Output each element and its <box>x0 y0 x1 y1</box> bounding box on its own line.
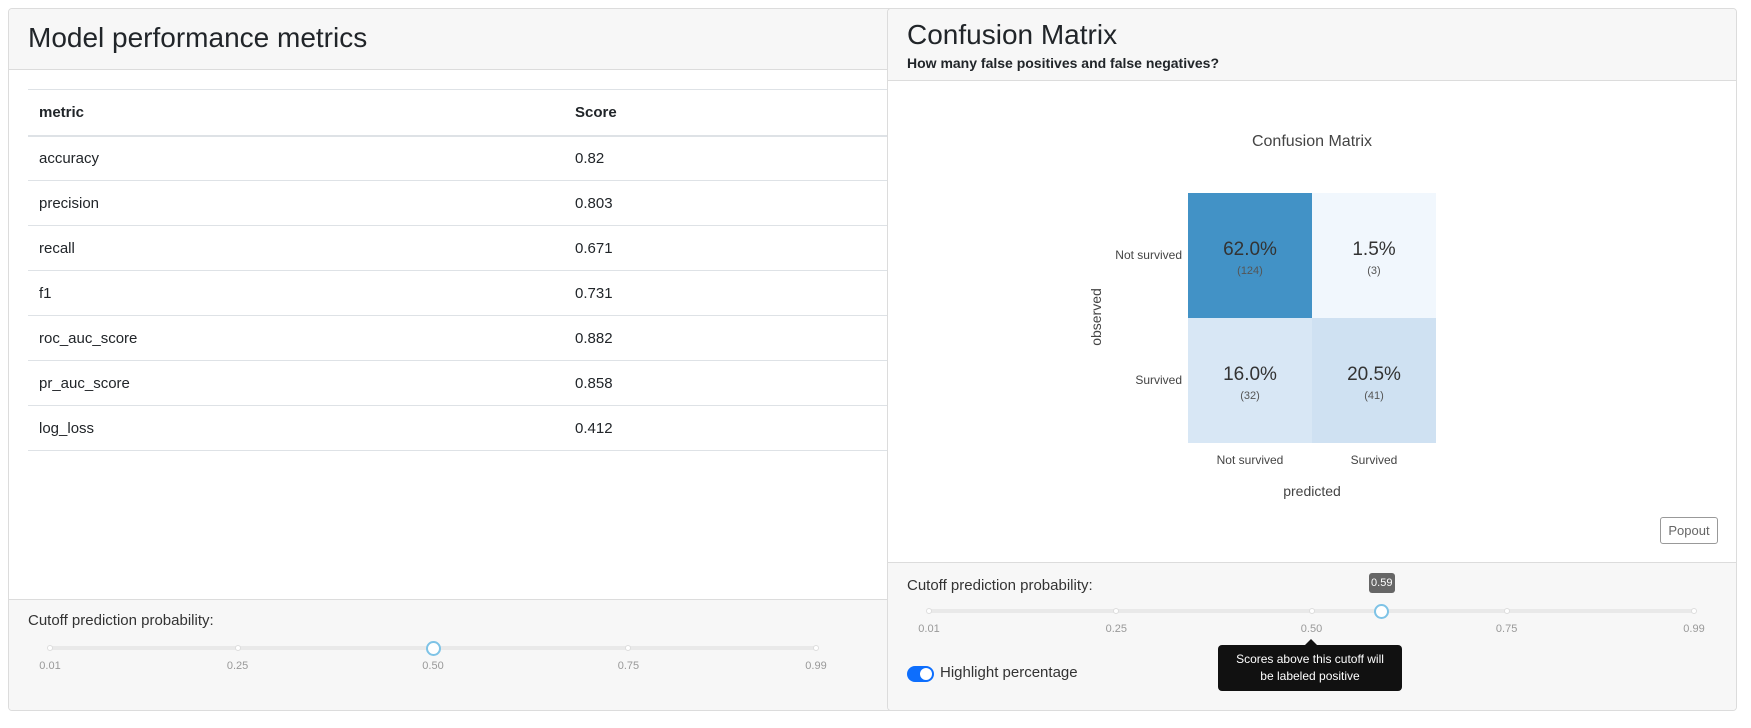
cutoff-slider[interactable]: 0.01 0.25 0.50 0.75 0.99 <box>39 640 827 672</box>
slider-tick <box>926 608 932 614</box>
matrix-cell: 1.5% (3) <box>1312 193 1436 318</box>
metric-cell: pr_auc_score <box>28 360 564 406</box>
cutoff-label: Cutoff prediction probability: <box>907 577 1093 594</box>
slider-value-bubble: 0.59 <box>1368 573 1395 593</box>
metrics-card-header: Model performance metrics <box>9 9 957 70</box>
slider-tick-label: 0.99 <box>1683 623 1705 635</box>
x-tick-label: Survived <box>1350 453 1398 467</box>
metric-cell: accuracy <box>28 135 564 181</box>
cell-count: (32) <box>1240 390 1260 402</box>
cutoff-tooltip: Scores above this cutoff will be labeled… <box>1218 639 1402 691</box>
metric-cell: roc_auc_score <box>28 315 564 361</box>
score-cell: 0.858 <box>564 360 936 406</box>
score-cell: 0.882 <box>564 315 936 361</box>
metrics-card-title: Model performance metrics <box>28 22 368 53</box>
slider-tick-label: 0.25 <box>1105 623 1128 635</box>
slider-tick <box>47 645 53 651</box>
slider-tick <box>1503 608 1510 614</box>
matrix-cell: 20.5% (41) <box>1312 318 1436 443</box>
metric-cell: recall <box>28 225 564 271</box>
confusion-card-subtitle: How many false positives and false negat… <box>907 55 1219 71</box>
score-cell: 0.803 <box>564 180 936 226</box>
slider-handle[interactable] <box>425 640 441 656</box>
metrics-table-body: accuracy 0.82 precision 0.803 recall 0.671 f1 0… <box>28 135 936 451</box>
score-cell: 0.82 <box>564 135 936 181</box>
table-row: recall 0.671 <box>28 225 936 271</box>
y-axis-title: observed <box>1088 288 1104 346</box>
slider-tick-label: 0.01 <box>918 623 940 635</box>
table-header-row: metric Score <box>28 89 936 137</box>
x-axis-title: predicted <box>1283 483 1341 499</box>
tooltip-arrow <box>1305 639 1317 645</box>
x-tick-label: Not survived <box>1216 453 1284 467</box>
cell-percent: 62.0% <box>1223 239 1277 260</box>
highlight-toggle[interactable] <box>907 666 934 682</box>
slider-handle[interactable] <box>1374 603 1390 619</box>
slider-tick-label: 0.75 <box>1495 623 1518 635</box>
slider-tick <box>813 645 819 651</box>
y-tick-label: Not survived <box>1115 247 1182 262</box>
slider-tick-label: 0.99 <box>805 660 827 672</box>
column-header-metric: metric <box>28 89 564 137</box>
slider-tick-label: 0.01 <box>39 660 61 672</box>
score-cell: 0.731 <box>564 270 936 316</box>
metric-cell: f1 <box>28 270 564 316</box>
confusion-card-header: Confusion Matrix How many false positive… <box>888 9 1736 81</box>
cutoff-label: Cutoff prediction probability: <box>28 612 214 629</box>
score-cell: 0.412 <box>564 405 936 451</box>
table-row: precision 0.803 <box>28 180 936 226</box>
confusion-card-title: Confusion Matrix <box>907 19 1118 50</box>
slider-tick <box>234 645 241 651</box>
matrix-cell: 16.0% (32) <box>1188 318 1312 443</box>
metrics-table: metric Score accuracy 0.82 precision 0.803 r… <box>28 89 936 451</box>
slider-tick <box>1691 608 1697 614</box>
cell-percent: 20.5% <box>1347 364 1401 385</box>
slider-tick-label: 0.25 <box>226 660 249 672</box>
table-row: log_loss 0.412 <box>28 405 936 451</box>
cell-count: (124) <box>1237 265 1263 277</box>
y-tick-label: Survived <box>1135 372 1182 387</box>
cell-percent: 16.0% <box>1223 364 1277 385</box>
cell-count: (41) <box>1364 390 1384 402</box>
chart-title: Confusion Matrix <box>1251 133 1373 150</box>
slider-tick <box>625 645 632 651</box>
slider-tick-label: 0.75 <box>617 660 640 672</box>
metrics-card: Model performance metrics metric Score a… <box>8 8 958 711</box>
table-row: accuracy 0.82 <box>28 135 936 181</box>
score-cell: 0.671 <box>564 225 936 271</box>
slider-tick <box>1308 608 1315 614</box>
confusion-matrix-chart: Confusion Matrix observed predicted Popo… <box>888 9 1736 564</box>
confusion-card: Confusion Matrix How many false positive… <box>887 8 1737 711</box>
cutoff-slider[interactable]: 0.01 0.25 0.50 0.75 0.99 0.59 <box>918 573 1705 635</box>
table-row: pr_auc_score 0.858 <box>28 360 936 406</box>
matrix-cell: 62.0% (124) <box>1188 193 1312 318</box>
slider-tick-label: 0.50 <box>1300 623 1323 635</box>
metrics-card-footer: Cutoff prediction probability: 0.01 0.25 0… <box>9 599 957 710</box>
table-row: roc_auc_score 0.882 <box>28 315 936 361</box>
table-row: f1 0.731 <box>28 270 936 316</box>
highlight-toggle-label: Highlight percentage <box>940 664 1078 681</box>
metric-cell: log_loss <box>28 405 564 451</box>
cell-percent: 1.5% <box>1352 239 1396 260</box>
popout-button[interactable]: Popout <box>1660 517 1718 544</box>
toggle-knob <box>920 668 932 680</box>
column-header-score: Score <box>564 89 936 137</box>
cell-count: (3) <box>1367 265 1381 277</box>
slider-tick <box>1113 608 1120 614</box>
metric-cell: precision <box>28 180 564 226</box>
tooltip-text: Scores above this cutoff will be labeled… <box>1236 652 1384 683</box>
slider-tick-label: 0.50 <box>422 660 444 672</box>
